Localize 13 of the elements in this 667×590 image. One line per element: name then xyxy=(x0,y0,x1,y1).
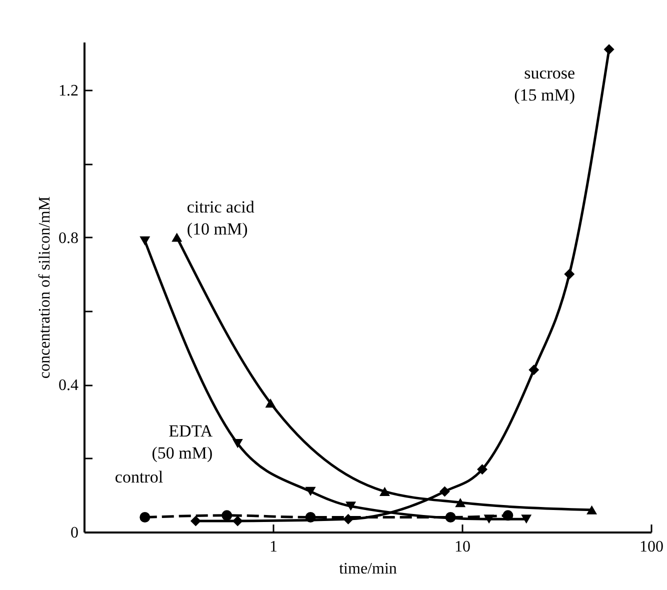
x-tick-label: 10 xyxy=(454,538,470,556)
y-tick-label: 1.2 xyxy=(58,82,78,100)
y-tick-label: 0.4 xyxy=(58,377,78,394)
series-label: control xyxy=(114,467,164,486)
series-label: citric acid (10 mM) xyxy=(186,197,255,238)
series-label: sucrose (15 mM) xyxy=(514,63,576,104)
x-tick-label: 1 xyxy=(270,538,278,556)
x-axis-title: time/min xyxy=(339,560,397,578)
series-label: EDTA (50 mM) xyxy=(152,422,214,463)
y-tick-label: 0 xyxy=(70,524,78,542)
y-axis-title: concentration of silicon/mM xyxy=(36,196,54,379)
y-tick-label: 0.8 xyxy=(58,230,78,247)
x-tick-label: 100 xyxy=(640,538,664,556)
